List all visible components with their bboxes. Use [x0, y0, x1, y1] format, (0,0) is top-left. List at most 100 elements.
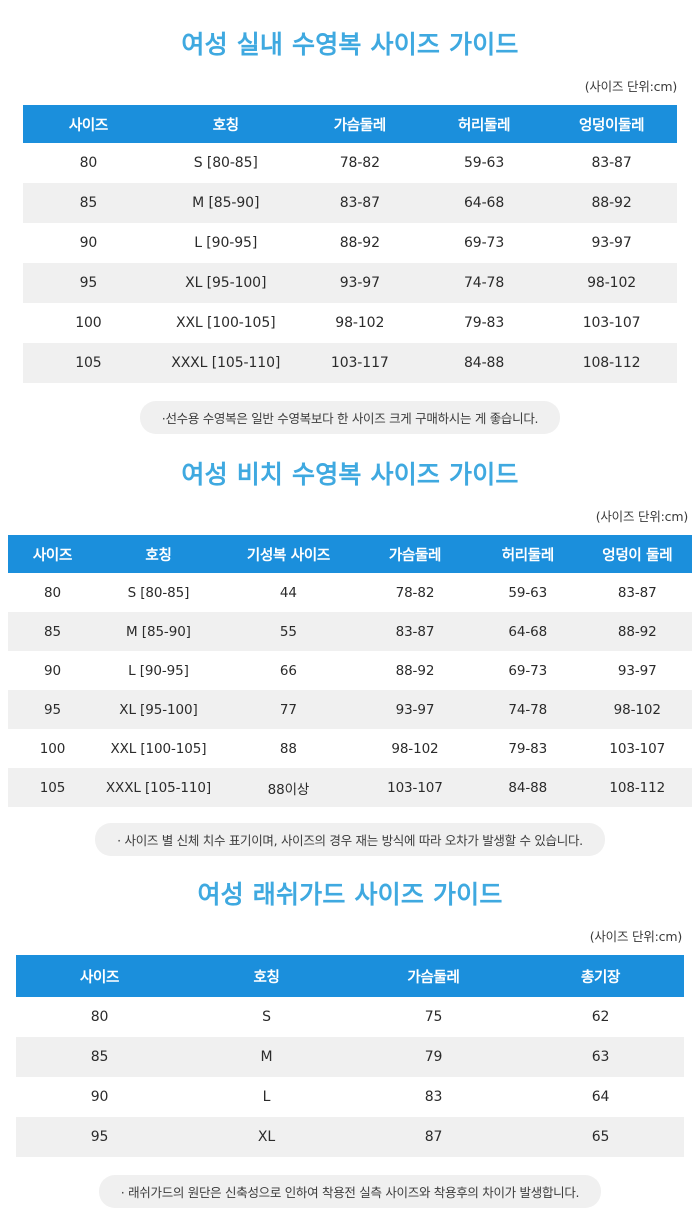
cell-1: S [80-85] [96, 573, 221, 612]
cell-3: 88-92 [356, 651, 474, 690]
column-header-1: 호칭 [183, 955, 350, 997]
cell-5: 83-87 [582, 573, 692, 612]
section-indoor-swimsuit: 여성 실내 수영복 사이즈 가이드 (사이즈 단위:cm) 사이즈 호칭 가슴둘레 허… [0, 0, 700, 434]
cell-3: 79-83 [421, 303, 547, 343]
column-header-2: 가슴둘레 [297, 105, 422, 143]
table-header-row: 사이즈 호칭 가슴둘레 허리둘레 엉덩이둘레 [23, 105, 677, 143]
cell-1: S [183, 997, 350, 1037]
cell-3: 59-63 [421, 143, 547, 183]
cell-3: 64-68 [421, 183, 547, 223]
column-header-4: 허리둘레 [473, 535, 583, 573]
table-row: 80 S 75 62 [16, 997, 684, 1037]
table-holder-indoor: 사이즈 호칭 가슴둘레 허리둘레 엉덩이둘레 80 S [80-85] 78-82 59-63… [0, 105, 700, 383]
table-header-indoor: 사이즈 호칭 가슴둘레 허리둘레 엉덩이둘레 [23, 105, 677, 143]
cell-0: 85 [23, 183, 154, 223]
cell-0: 95 [16, 1117, 183, 1157]
cell-5: 88-92 [582, 612, 692, 651]
page-title-rashguard: 여성 래쉬가드 사이즈 가이드 [197, 880, 503, 909]
cell-3: 84-88 [421, 343, 547, 383]
cell-5: 93-97 [582, 651, 692, 690]
size-table-rashguard: 사이즈 호칭 가슴둘레 총기장 80 S 75 62 85 M 79 63 90 L 83 64 95 XL 87… [16, 955, 684, 1157]
column-header-2: 기성복 사이즈 [220, 535, 357, 573]
column-header-2: 가슴둘레 [350, 955, 517, 997]
cell-1: XL [183, 1117, 350, 1157]
cell-1: M [85-90] [153, 183, 298, 223]
cell-0: 85 [16, 1037, 183, 1077]
cell-1: L [183, 1077, 350, 1117]
table-row: 95 XL 87 65 [16, 1117, 684, 1157]
size-table-indoor: 사이즈 호칭 가슴둘레 허리둘레 엉덩이둘레 80 S [80-85] 78-82 59-63… [23, 105, 677, 383]
cell-4: 64-68 [473, 612, 583, 651]
cell-0: 90 [23, 223, 154, 263]
cell-0: 100 [8, 729, 97, 768]
cell-4: 74-78 [473, 690, 583, 729]
cell-4: 108-112 [546, 343, 677, 383]
cell-1: M [183, 1037, 350, 1077]
cell-2: 93-97 [297, 263, 422, 303]
cell-3: 64 [517, 1077, 684, 1117]
cell-2: 44 [220, 573, 357, 612]
cell-2: 78-82 [297, 143, 422, 183]
section-rashguard: 여성 래쉬가드 사이즈 가이드 (사이즈 단위:cm) 사이즈 호칭 가슴둘레 총기장… [0, 856, 700, 1222]
cell-3: 103-107 [356, 768, 474, 807]
column-header-3: 허리둘레 [421, 105, 547, 143]
cell-0: 80 [8, 573, 97, 612]
cell-3: 63 [517, 1037, 684, 1077]
cell-4: 98-102 [546, 263, 677, 303]
cell-1: M [85-90] [96, 612, 221, 651]
table-row: 90 L 83 64 [16, 1077, 684, 1117]
column-header-3: 총기장 [517, 955, 684, 997]
cell-3: 62 [517, 997, 684, 1037]
cell-5: 108-112 [582, 768, 692, 807]
cell-2: 77 [220, 690, 357, 729]
cell-4: 103-107 [546, 303, 677, 343]
cell-4: 79-83 [473, 729, 583, 768]
cell-3: 78-82 [356, 573, 474, 612]
table-header-rashguard: 사이즈 호칭 가슴둘레 총기장 [16, 955, 684, 997]
cell-1: L [90-95] [153, 223, 298, 263]
table-row: 85 M 79 63 [16, 1037, 684, 1077]
cell-3: 69-73 [421, 223, 547, 263]
unit-note-rashguard: (사이즈 단위:cm) [589, 929, 682, 944]
cell-4: 93-97 [546, 223, 677, 263]
table-body-indoor: 80 S [80-85] 78-82 59-63 83-87 85 M [85-90] 83-… [23, 143, 677, 383]
table-row: 95 XL [95-100] 93-97 74-78 98-102 [23, 263, 677, 303]
footnote-indoor: ·선수용 수영복은 일반 수영복보다 한 사이즈 크게 구매하시는 게 좋습니다… [139, 401, 561, 434]
cell-3: 83-87 [356, 612, 474, 651]
cell-0: 85 [8, 612, 97, 651]
cell-0: 80 [16, 997, 183, 1037]
column-header-5: 엉덩이 둘레 [582, 535, 692, 573]
column-header-1: 호칭 [96, 535, 221, 573]
table-row: 95 XL [95-100] 77 93-97 74-78 98-102 [8, 690, 692, 729]
cell-0: 105 [23, 343, 154, 383]
column-header-0: 사이즈 [8, 535, 97, 573]
cell-2: 66 [220, 651, 357, 690]
table-row: 85 M [85-90] 55 83-87 64-68 88-92 [8, 612, 692, 651]
cell-1: XXXL [105-110] [153, 343, 298, 383]
cell-3: 98-102 [356, 729, 474, 768]
footnote-beach: · 사이즈 별 신체 치수 표기이며, 사이즈의 경우 재는 방식에 따라 오차… [95, 823, 605, 856]
cell-2: 79 [350, 1037, 517, 1077]
table-row: 90 L [90-95] 66 88-92 69-73 93-97 [8, 651, 692, 690]
cell-2: 83 [350, 1077, 517, 1117]
table-holder-rashguard: 사이즈 호칭 가슴둘레 총기장 80 S 75 62 85 M 79 63 90 L 83 64 95 XL 87… [0, 955, 700, 1157]
cell-0: 100 [23, 303, 154, 343]
cell-5: 98-102 [582, 690, 692, 729]
cell-2: 88 [220, 729, 357, 768]
cell-2: 88이상 [220, 768, 357, 807]
cell-3: 93-97 [356, 690, 474, 729]
cell-3: 74-78 [421, 263, 547, 303]
cell-4: 84-88 [473, 768, 583, 807]
cell-0: 90 [8, 651, 97, 690]
table-row: 105 XXXL [105-110] 103-117 84-88 108-112 [23, 343, 677, 383]
unit-note-indoor: (사이즈 단위:cm) [584, 79, 677, 94]
cell-0: 95 [8, 690, 97, 729]
footnote-wrap-indoor: ·선수용 수영복은 일반 수영복보다 한 사이즈 크게 구매하시는 게 좋습니다… [0, 401, 700, 434]
column-header-3: 가슴둘레 [356, 535, 474, 573]
cell-1: XXL [100-105] [153, 303, 298, 343]
cell-4: 88-92 [546, 183, 677, 223]
table-holder-beach: 사이즈 호칭 기성복 사이즈 가슴둘레 허리둘레 엉덩이 둘레 80 S [80-85] 44… [0, 535, 700, 807]
column-header-1: 호칭 [153, 105, 298, 143]
table-row: 85 M [85-90] 83-87 64-68 88-92 [23, 183, 677, 223]
